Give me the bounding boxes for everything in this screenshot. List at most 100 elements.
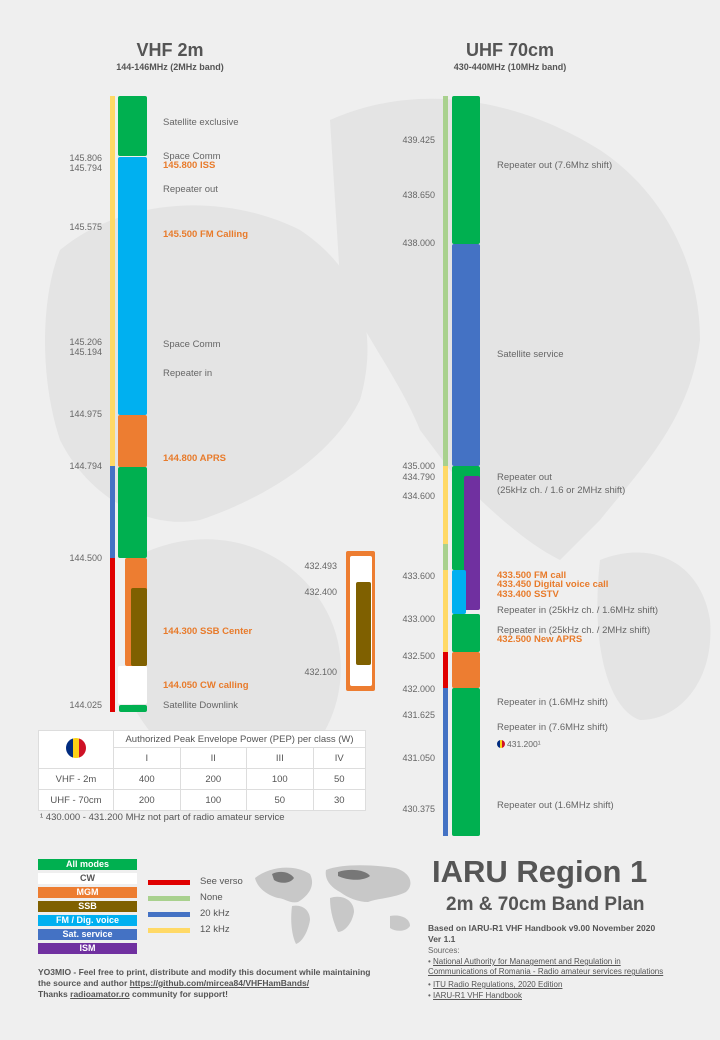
romania-flag-icon: [497, 740, 505, 748]
uhf-label: Repeater out (1.6MHz shift): [497, 800, 614, 811]
uhf-fm-segment: [452, 570, 466, 614]
vhf-all-modes-segment: [118, 467, 147, 558]
uhf-label: Repeater out: [497, 472, 552, 483]
credits-line: the source and author https://github.com…: [38, 978, 408, 989]
uhf-freq: 438.650: [402, 190, 435, 200]
info-sources-label: Sources:: [428, 946, 460, 955]
vhf-label: Space Comm: [163, 151, 221, 162]
uhf-title: UHF 70cm: [465, 40, 555, 60]
uhf-label: (25kHz ch. / 1.6 or 2MHz shift): [497, 485, 626, 496]
vhf-label: Satellite exclusive: [163, 117, 239, 128]
bullet: •: [428, 991, 434, 1000]
uhf-label-digital-voice: 433.450 Digital voice call: [497, 579, 609, 590]
info-title: IARU Region 1: [432, 854, 648, 889]
source-link[interactable]: National Authority for Management and Re…: [428, 957, 664, 976]
uhf-label: Repeater in (25kHz ch. / 2MHz shift): [497, 625, 651, 636]
pep-class-header: II: [179, 747, 248, 769]
legend-all-modes: All modes: [38, 859, 137, 870]
vhf-freq: 145.806: [69, 153, 102, 163]
vhf-label: Satellite Downlink: [163, 700, 238, 711]
github-link[interactable]: https://github.com/mircea84/VHFHamBands/: [129, 978, 310, 988]
legend-fm: FM / Dig. voice: [38, 915, 137, 926]
legend-label: 20 kHz: [200, 908, 230, 919]
zoom-freq: 432.100: [304, 667, 337, 677]
uhf-freq: 435.000: [402, 461, 435, 471]
uhf-freq: 438.000: [402, 238, 435, 248]
legend-ism: ISM: [38, 943, 137, 954]
uhf-label-431200: 431.200¹: [507, 739, 541, 749]
info-version: Ver 1.1: [428, 934, 456, 944]
pep-table: Authorized Peak Envelope Power (PEP) per…: [38, 730, 367, 811]
source-item: • ITU Radio Regulations, 2020 Edition: [428, 980, 562, 989]
pep-flag-cell: [38, 730, 114, 769]
zoom-freq: 432.493: [304, 561, 337, 571]
pep-header: Authorized Peak Envelope Power (PEP) per…: [113, 730, 366, 748]
radioamator-link[interactable]: radioamator.ro: [70, 989, 130, 999]
uhf-label: Satellite service: [497, 349, 564, 360]
uhf-satellite-segment: [452, 244, 480, 466]
legend-label: None: [200, 892, 223, 903]
uhf-subtitle: 430-440MHz (10MHz band): [453, 62, 567, 72]
vhf-label-iss: 145.800 ISS: [163, 160, 216, 171]
pep-class-header: I: [113, 747, 181, 769]
vhf-subtitle: 144-146MHz (2MHz band): [116, 62, 224, 72]
uhf-freq: 431.625: [402, 710, 435, 720]
vhf-label-aprs: 144.800 APRS: [163, 453, 227, 464]
legend-ssb: SSB: [38, 901, 137, 912]
source-link[interactable]: IARU-R1 VHF Handbook: [433, 991, 522, 1000]
vhf-freq: 145.206: [69, 337, 102, 347]
vhf-freq: 144.500: [69, 553, 102, 563]
vhf-spacing-20khz: [110, 466, 115, 558]
legend-line-12khz: [148, 928, 190, 933]
credits-text: the source and author: [38, 978, 128, 988]
uhf-repeater-in-segment: [452, 614, 480, 652]
vhf-freq: 145.194: [69, 347, 102, 357]
uhf-freq: 433.000: [402, 614, 435, 624]
vhf-freq: 144.794: [69, 461, 102, 471]
credits-line: YO3MIO - Feel free to print, distribute …: [38, 967, 371, 977]
legend-label: See verso: [200, 876, 243, 887]
vhf-label: Repeater in: [163, 368, 213, 379]
vhf-cw-segment: [118, 666, 147, 704]
source-link[interactable]: ITU Radio Regulations, 2020 Edition: [433, 980, 563, 989]
uhf-freq: 434.790: [402, 472, 435, 482]
credits-text: community for support!: [132, 989, 228, 999]
vhf-label: Space Comm: [163, 339, 221, 350]
vhf-mgm-segment: [118, 415, 147, 467]
legend-line-20khz: [148, 912, 190, 917]
pep-class-header: IV: [312, 747, 367, 769]
vhf-label-cw-calling: 144.050 CW calling: [163, 680, 249, 691]
uhf-spacing-see-verso: [443, 652, 448, 688]
uhf-mgm-segment: [452, 652, 480, 688]
uhf-spacing-20khz: [443, 688, 448, 836]
legend-line-see-verso: [148, 880, 190, 885]
pep-footnote: ¹ 430.000 - 431.200 MHz not part of radi…: [40, 812, 285, 823]
pep-class-header: III: [246, 747, 314, 769]
pep-value: 200: [179, 768, 248, 790]
uhf-freq: 433.600: [402, 571, 435, 581]
uhf-freq: 439.425: [402, 135, 435, 145]
source-item: • National Authority for Management and …: [428, 957, 682, 977]
credits-text: Thanks: [38, 989, 68, 999]
uhf-label: Repeater in (7.6MHz shift): [497, 722, 608, 733]
uhf-label: Repeater in (1.6MHz shift): [497, 697, 608, 708]
uhf-ism-segment: [464, 476, 480, 610]
uhf-spacing-none: [443, 544, 448, 570]
pep-value: 200: [113, 789, 181, 811]
uhf-repeater-low-segment: [452, 688, 480, 836]
vhf-fm-segment: [118, 157, 147, 415]
vhf-label-ssb-center: 144.300 SSB Center: [163, 626, 253, 637]
vhf-title: VHF 2m: [136, 40, 204, 60]
pep-row: UHF - 70cm 200 100 50 30: [38, 789, 367, 811]
uhf-spacing-12khz: [443, 570, 448, 652]
uhf-repeater-out-segment: [452, 96, 480, 244]
uhf-spacing-none: [443, 96, 448, 466]
zoom-freq: 432.400: [304, 587, 337, 597]
vhf-freq: 144.975: [69, 409, 102, 419]
pep-value: 100: [179, 789, 248, 811]
info-based: Based on IARU-R1 VHF Handbook v9.00 Nove…: [428, 923, 656, 933]
uhf-freq: 432.500: [402, 651, 435, 661]
pep-value: 30: [312, 789, 367, 811]
uhf-label-sstv: 433.400 SSTV: [497, 589, 559, 600]
vhf-label-fm-calling: 145.500 FM Calling: [163, 229, 249, 240]
